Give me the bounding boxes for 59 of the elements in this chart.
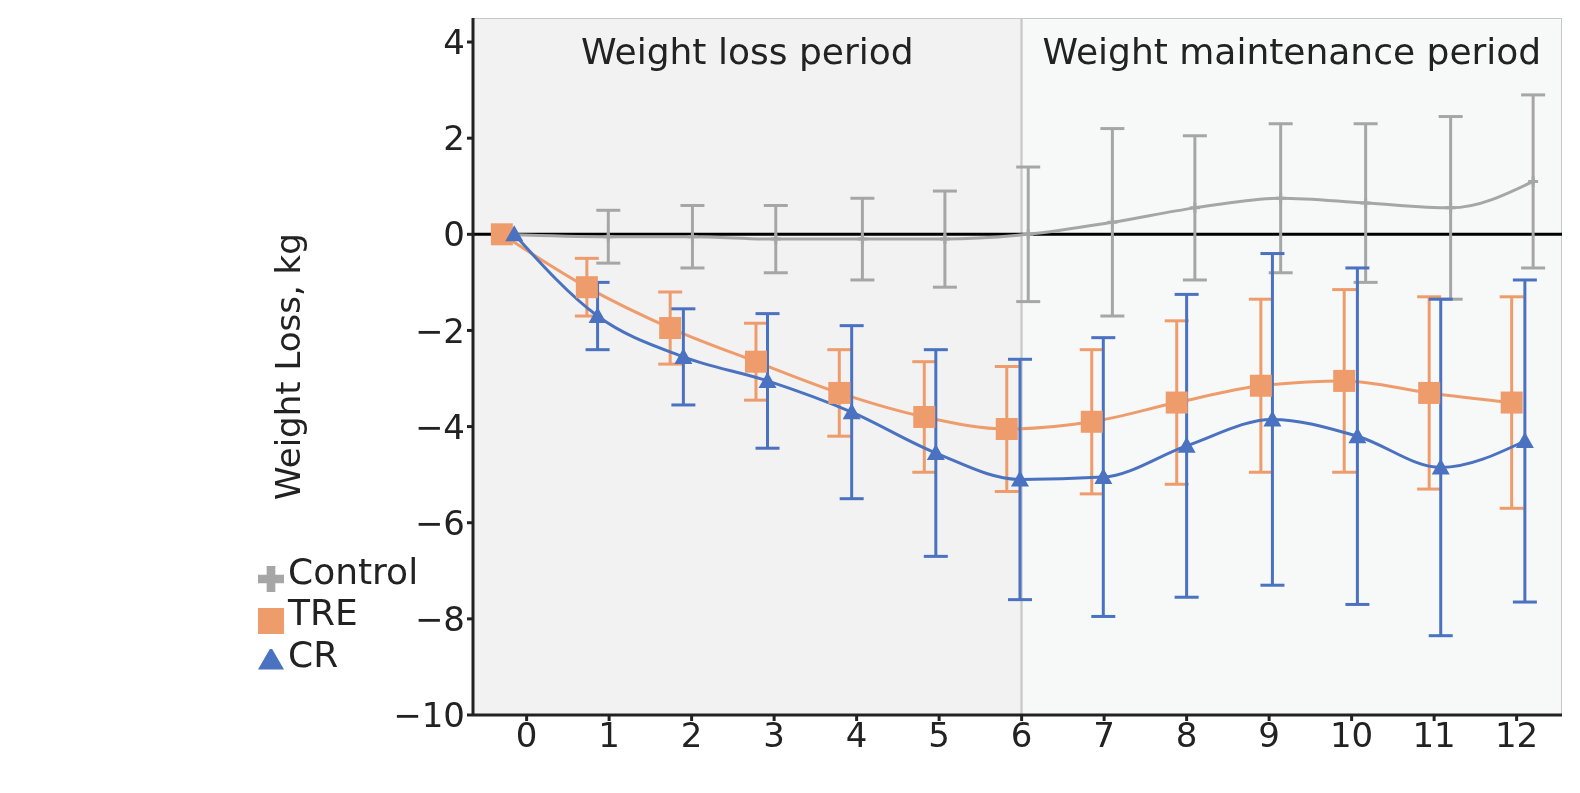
y-tick-label: −8 — [414, 598, 465, 639]
point — [769, 232, 783, 246]
legend-label: Control — [288, 550, 419, 592]
point — [828, 381, 851, 404]
point — [744, 350, 767, 373]
band-label: Weight maintenance period — [1042, 30, 1542, 72]
point — [505, 225, 524, 242]
x-tick-label: 0 — [515, 715, 538, 756]
x-tick-label: 6 — [1010, 715, 1033, 756]
point — [1333, 369, 1356, 392]
point — [1105, 215, 1119, 229]
point — [842, 403, 861, 420]
point — [588, 307, 607, 324]
point — [1080, 410, 1103, 433]
point — [1515, 432, 1534, 449]
x-tick-label: 12 — [1494, 715, 1539, 756]
point — [575, 276, 598, 299]
x-tick-label: 5 — [928, 715, 950, 756]
point — [1094, 468, 1113, 485]
y-tick-label: −4 — [414, 406, 465, 447]
point — [1500, 391, 1523, 414]
point — [1263, 410, 1282, 427]
x-tick-label: 10 — [1329, 715, 1374, 756]
x-tick-label: 2 — [680, 715, 703, 756]
x-tick-label: 4 — [845, 715, 868, 756]
point — [1010, 470, 1029, 487]
point — [1348, 427, 1367, 444]
x-tick-label: 8 — [1175, 715, 1198, 756]
band-label: Weight loss period — [581, 30, 914, 72]
point — [1359, 196, 1373, 210]
legend-label: CR — [288, 633, 339, 675]
point — [1418, 381, 1441, 404]
point — [926, 444, 945, 461]
point — [855, 232, 869, 246]
point — [1431, 458, 1450, 475]
point — [1249, 374, 1272, 397]
y-tick-label: 2 — [443, 118, 465, 159]
x-tick-label: 1 — [598, 715, 620, 756]
point — [1165, 391, 1188, 414]
y-tick-label: −6 — [414, 502, 465, 543]
y-tick-label: 0 — [443, 214, 465, 255]
y-tick-label: −2 — [414, 310, 465, 351]
point — [1444, 201, 1458, 215]
point — [995, 417, 1018, 440]
point — [1274, 191, 1288, 205]
y-tick-label: 4 — [443, 22, 465, 63]
x-tick-label: 11 — [1412, 715, 1456, 756]
y-axis-title: Weight Loss, kg — [268, 233, 309, 500]
point — [1177, 436, 1196, 453]
point — [659, 317, 682, 340]
point — [913, 405, 936, 428]
x-tick-label: 7 — [1093, 715, 1115, 756]
x-tick-label: 3 — [763, 715, 785, 756]
point — [1188, 201, 1202, 215]
point — [938, 232, 952, 246]
y-tick-label: −10 — [393, 695, 465, 736]
x-tick-label: 9 — [1258, 715, 1280, 756]
point — [1021, 227, 1035, 241]
legend-label: TRE — [288, 592, 358, 633]
